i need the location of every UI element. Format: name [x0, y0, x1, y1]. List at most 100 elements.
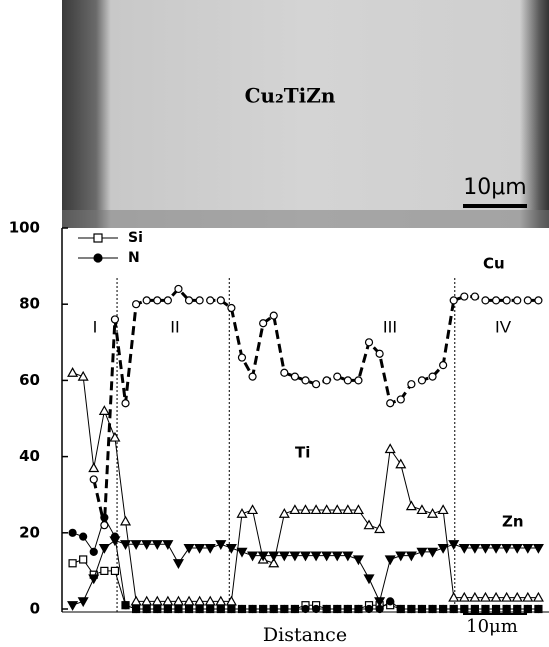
marker	[405, 500, 417, 511]
marker	[321, 551, 333, 562]
marker	[407, 380, 416, 389]
marker	[67, 367, 79, 377]
marker	[183, 543, 195, 554]
marker	[417, 376, 427, 385]
marker	[363, 519, 375, 530]
marker	[184, 604, 194, 614]
marker	[333, 604, 342, 614]
marker	[321, 504, 333, 515]
marker	[93, 233, 103, 243]
marker	[195, 296, 204, 305]
marker	[470, 292, 479, 301]
y-tick-label: 20	[19, 523, 40, 541]
marker	[227, 604, 236, 614]
marker	[225, 595, 237, 606]
marker	[427, 508, 439, 518]
marker	[280, 368, 289, 377]
marker	[396, 604, 405, 614]
region-label: IV	[495, 317, 512, 336]
marker	[121, 601, 130, 610]
marker	[257, 551, 269, 562]
marker	[523, 296, 532, 305]
marker	[439, 604, 448, 614]
legend-label: Si	[128, 230, 143, 246]
sem-footer	[62, 210, 549, 228]
marker	[491, 604, 501, 614]
marker	[236, 508, 248, 518]
region-label: II	[170, 317, 179, 336]
marker	[162, 540, 174, 550]
marker	[174, 284, 183, 294]
marker	[236, 547, 248, 558]
marker	[416, 504, 428, 515]
marker	[183, 595, 195, 606]
marker	[534, 296, 543, 305]
marker	[132, 300, 141, 309]
marker	[204, 543, 216, 554]
marker	[331, 551, 343, 562]
marker	[89, 475, 98, 484]
series-line	[72, 539, 539, 606]
marker	[374, 523, 386, 534]
marker	[396, 395, 405, 404]
marker	[502, 604, 511, 614]
y-tick-label: 80	[19, 295, 40, 313]
region-label: I	[93, 317, 98, 336]
marker	[437, 504, 449, 515]
marker	[417, 604, 427, 614]
marker	[216, 296, 225, 305]
marker	[502, 296, 511, 305]
marker	[342, 504, 354, 515]
marker	[311, 604, 321, 614]
series-line	[92, 286, 539, 526]
marker	[109, 431, 121, 442]
marker	[428, 604, 437, 614]
marker	[151, 595, 163, 606]
marker	[67, 601, 79, 611]
marker	[98, 543, 110, 554]
marker	[439, 361, 448, 370]
marker	[153, 296, 162, 305]
marker	[449, 296, 458, 305]
region-label: III	[383, 317, 397, 336]
marker	[153, 604, 162, 614]
marker	[469, 543, 481, 554]
marker	[428, 372, 437, 381]
marker	[259, 319, 268, 328]
marker	[513, 296, 522, 305]
marker	[532, 591, 544, 602]
marker	[141, 540, 153, 550]
marker	[141, 595, 153, 606]
marker	[470, 604, 479, 614]
marker	[142, 604, 151, 614]
marker	[513, 604, 522, 614]
marker	[310, 504, 322, 515]
marker	[119, 515, 132, 526]
marker	[460, 292, 469, 301]
marker	[534, 604, 543, 614]
marker	[458, 543, 470, 554]
marker	[331, 504, 343, 515]
marker	[322, 376, 331, 385]
image-title: Cu₂TiZn	[245, 84, 336, 108]
marker	[184, 296, 194, 305]
marker	[132, 604, 141, 614]
marker	[269, 604, 278, 614]
marker	[322, 604, 331, 614]
marker	[278, 551, 290, 562]
marker	[501, 591, 513, 602]
marker	[333, 372, 342, 381]
sem-image	[62, 0, 549, 228]
marker	[386, 597, 395, 606]
marker	[299, 551, 312, 562]
marker	[151, 540, 163, 550]
marker	[110, 315, 120, 324]
marker	[437, 543, 449, 554]
marker	[206, 604, 215, 614]
marker	[93, 253, 103, 263]
marker	[481, 604, 490, 614]
marker	[227, 303, 236, 313]
marker	[100, 566, 109, 576]
series-label: Zn	[502, 513, 524, 531]
series-label: Cu	[483, 255, 505, 273]
